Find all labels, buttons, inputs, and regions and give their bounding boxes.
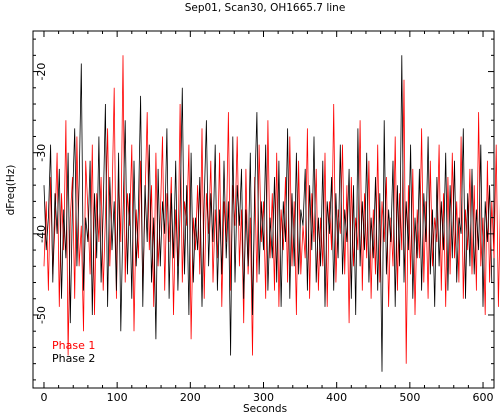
x-tick-label: 100 bbox=[107, 391, 128, 404]
x-tick-label: 300 bbox=[253, 391, 274, 404]
x-tick-label: 600 bbox=[473, 391, 494, 404]
series-line-phase-2 bbox=[43, 55, 493, 372]
legend-phase-1: Phase 1 bbox=[52, 339, 95, 352]
x-tick-label: 500 bbox=[399, 391, 420, 404]
y-tick-label: -20 bbox=[35, 63, 48, 81]
y-tick-label: -30 bbox=[35, 144, 48, 162]
y-axis-label: dFreq(Hz) bbox=[5, 165, 17, 216]
y-tick-label: -40 bbox=[35, 225, 48, 243]
x-tick-label: 0 bbox=[40, 391, 47, 404]
x-tick-label: 400 bbox=[326, 391, 347, 404]
series-layer bbox=[43, 55, 500, 372]
series-line-phase-1 bbox=[43, 55, 500, 364]
chart-title: Sep01, Scan30, OH1665.7 line bbox=[185, 2, 346, 14]
legend-phase-2: Phase 2 bbox=[52, 352, 95, 365]
x-tick-label: 200 bbox=[180, 391, 201, 404]
y-tick-label: -50 bbox=[35, 306, 48, 324]
axes-layer: 0 100 200 300 400 500 600 -20 -30 -40 -50 bbox=[33, 31, 494, 404]
x-axis-label: Seconds bbox=[243, 403, 287, 415]
